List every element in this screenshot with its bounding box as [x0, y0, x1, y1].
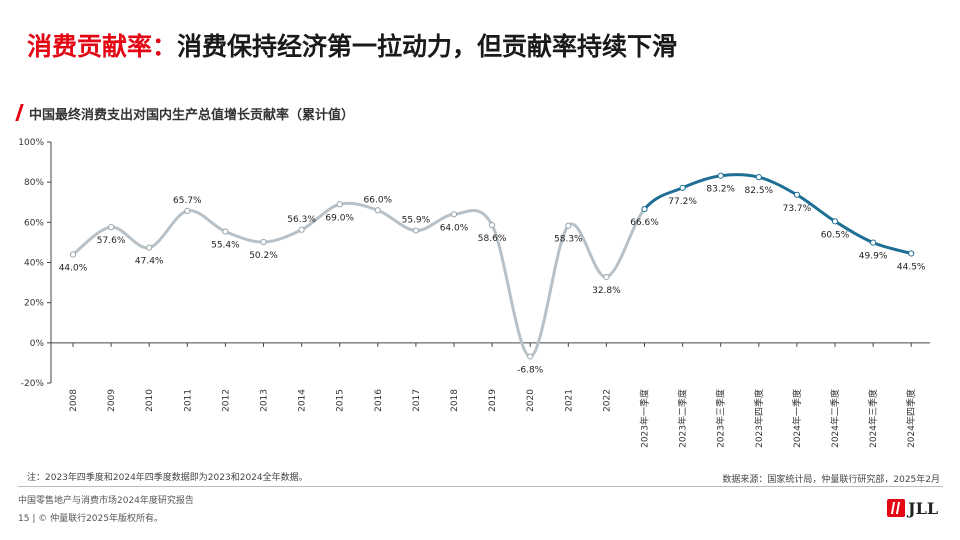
- data-point: [298, 226, 305, 233]
- data-point: [450, 211, 458, 218]
- data-label: -6.8%: [517, 365, 544, 375]
- footnote: 注：2023年四季度和2024年四季度数据即为2023和2024全年数据。: [27, 473, 308, 483]
- data-label: 44.0%: [59, 263, 88, 273]
- x-tick-label: 2023年四季度: [753, 389, 765, 448]
- page-title: 消费贡献率：消费保持经济第一拉动力，但贡献率持续下滑: [27, 27, 677, 63]
- data-point: [603, 273, 610, 281]
- data-label: 69.0%: [325, 213, 354, 223]
- data-point: [69, 251, 77, 258]
- data-point: [184, 207, 191, 214]
- data-point: [831, 218, 839, 225]
- page-footer: 15 | © 仲量联行2025年版权所有。: [18, 511, 163, 524]
- data-label: 66.6%: [630, 218, 659, 228]
- series-line-annual: [71, 201, 646, 358]
- data-label: 83.2%: [706, 185, 735, 195]
- jll-logo: JLL: [887, 497, 947, 519]
- x-tick-label: 2020: [526, 389, 536, 412]
- jll-logo-mark-icon: [887, 499, 905, 517]
- data-label: 64.0%: [440, 223, 469, 233]
- data-label: 82.5%: [745, 186, 774, 196]
- data-point: [908, 250, 915, 257]
- y-tick-label: -20%: [21, 379, 45, 389]
- x-tick-label: 2010: [145, 389, 155, 412]
- data-label: 56.3%: [287, 215, 316, 225]
- data-point: [374, 207, 381, 214]
- contribution-rate-line-chart: -20% 0% 20% 40% 60% 80% 100% 2008 2009 2010 2011 20…: [18, 138, 930, 448]
- data-label: 65.7%: [173, 196, 202, 206]
- x-tick-label: 2012: [221, 389, 231, 412]
- x-tick-label: 2013: [260, 389, 270, 412]
- y-tick-label: 80%: [24, 178, 44, 188]
- data-label: 47.4%: [135, 257, 164, 267]
- x-tick-label: 2014: [298, 389, 308, 412]
- data-label: 66.0%: [364, 195, 393, 205]
- x-tick-label: 2024年一季度: [791, 389, 803, 448]
- x-tick-label: 2024年二季度: [829, 389, 841, 448]
- x-tick-label: 2015: [336, 389, 346, 412]
- x-tick-label: 2023年二季度: [677, 389, 689, 448]
- data-label: 55.4%: [211, 241, 240, 251]
- x-tick-label: 2017: [412, 389, 422, 412]
- title-prefix: 消费贡献率：: [27, 32, 178, 61]
- report-name: 中国零售地产与消费市场2024年度研究报告: [18, 496, 194, 506]
- data-label: 49.9%: [859, 252, 888, 262]
- x-tick-label: 2023年三季度: [715, 389, 727, 448]
- x-tick-label: 2011: [183, 389, 193, 412]
- x-tick-label: 2009: [107, 389, 117, 412]
- x-tick-label: 2016: [374, 389, 384, 412]
- data-point: [146, 244, 153, 251]
- data-label: 50.2%: [249, 251, 278, 261]
- x-tick-label: 2008: [69, 389, 79, 412]
- y-tick-label: 40%: [24, 259, 44, 269]
- title-main: 消费保持经济第一拉动力，但贡献率持续下滑: [177, 32, 678, 61]
- x-tick-label: 2023年一季度: [639, 389, 651, 448]
- data-label: 44.5%: [897, 262, 926, 272]
- data-point: [260, 238, 267, 246]
- data-point: [412, 227, 419, 234]
- data-label: 32.8%: [592, 286, 621, 296]
- x-tick-label: 2019: [488, 389, 498, 412]
- chart-title: 中国最终消费支出对国内生产总值增长贡献率（累计值）: [29, 108, 355, 123]
- data-label: 55.9%: [402, 216, 431, 226]
- x-tick-label: 2022: [602, 389, 612, 412]
- y-tick-label: 60%: [24, 218, 44, 228]
- data-point: [222, 228, 229, 235]
- data-point: [793, 191, 801, 198]
- y-tick-label: 0%: [30, 339, 45, 349]
- data-label: 58.3%: [554, 235, 583, 245]
- data-point: [679, 184, 686, 191]
- data-point: [755, 174, 762, 181]
- data-source: 数据来源：国家统计局，仲量联行研究部，2025年2月: [722, 475, 940, 485]
- data-label: 77.2%: [668, 197, 697, 207]
- y-tick-label: 20%: [24, 299, 44, 309]
- footer-divider: [18, 486, 943, 487]
- data-point: [527, 353, 534, 360]
- data-point: [489, 222, 496, 229]
- page-number: 15: [18, 514, 30, 524]
- x-tick-label: 2024年四季度: [905, 389, 917, 448]
- data-point: [565, 222, 572, 229]
- x-tick-label: 2021: [564, 389, 574, 412]
- data-label: 58.6%: [478, 234, 507, 244]
- data-point: [108, 224, 115, 231]
- data-label: 57.6%: [97, 236, 126, 246]
- data-point: [336, 201, 343, 208]
- jll-logo-text: JLL: [908, 498, 939, 518]
- data-label: 73.7%: [783, 204, 812, 214]
- y-tick-label: 100%: [18, 138, 44, 148]
- data-point: [717, 172, 724, 179]
- x-tick-label: 2024年三季度: [867, 389, 879, 448]
- series-line-quarterly: [643, 173, 913, 255]
- data-label: 60.5%: [821, 230, 850, 240]
- data-point: [641, 205, 648, 213]
- x-tick-label: 2018: [450, 389, 460, 412]
- copyright: | © 仲量联行2025年版权所有。: [32, 514, 163, 524]
- data-point: [870, 239, 877, 246]
